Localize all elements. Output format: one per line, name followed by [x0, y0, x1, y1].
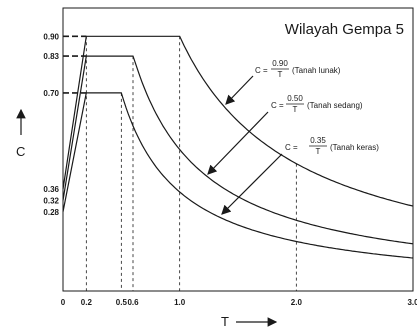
chart-title: Wilayah Gempa 5	[285, 21, 404, 38]
series-line-tanah-lunak	[62, 35, 414, 207]
x-axis-label: T	[221, 314, 278, 329]
annotation-numerator: 0.50	[287, 94, 303, 103]
y-tick-label: 0.70	[43, 89, 59, 98]
x-tick-label: 0.2	[81, 298, 93, 307]
y-axis-name: C	[16, 144, 25, 159]
x-tick-label: 1.0	[174, 298, 186, 307]
annotation-soil: (Tanah lunak)	[292, 66, 341, 75]
annotation-soil: (Tanah keras)	[330, 143, 379, 152]
y-tick-label: 0.32	[43, 196, 59, 205]
y-tick-label: 0.36	[43, 185, 59, 194]
annotation-tanah-keras: C = 0.35 T (Tanah keras)	[221, 136, 379, 215]
x-tick-label: 0	[61, 298, 66, 307]
annotation-arrow	[221, 153, 283, 215]
annotation-numerator: 0.90	[272, 59, 288, 68]
x-tick-label: 0.5	[116, 298, 128, 307]
y-axis-label: C	[16, 108, 26, 159]
annotation-denominator: T	[293, 105, 298, 114]
x-axis-ticks: 0 0.2 0.5 0.6 1.0 2.0 3.0	[61, 298, 417, 307]
y-tick-label: 0.90	[43, 32, 59, 41]
spectrum-curves	[62, 35, 414, 259]
annotation-arrow	[225, 75, 254, 105]
x-tick-label: 0.6	[127, 298, 139, 307]
annotation-lhs: C =	[271, 101, 284, 110]
annotation-lhs: C =	[285, 143, 298, 152]
annotation-soil: (Tanah sedang)	[307, 101, 363, 110]
x-tick-label: 2.0	[291, 298, 303, 307]
y-tick-label: 0.28	[43, 208, 59, 217]
annotation-denominator: T	[278, 70, 283, 79]
series-line-tanah-keras	[62, 92, 414, 259]
y-tick-label: 0.83	[43, 52, 59, 61]
annotation-numerator: 0.35	[310, 136, 326, 145]
annotation-denominator: T	[316, 147, 321, 156]
x-tick-label: 3.0	[407, 298, 417, 307]
annotation-tanah-lunak: C = 0.90 T (Tanah lunak)	[225, 59, 341, 105]
y-axis-ticks: 0.28 0.32 0.36 0.70 0.83 0.90	[43, 32, 59, 216]
series-line-tanah-sedang	[62, 55, 414, 245]
x-axis-name: T	[221, 314, 229, 329]
guide-lines	[63, 35, 297, 291]
plot-frame	[62, 7, 414, 292]
annotation-lhs: C =	[255, 66, 268, 75]
annotation-tanah-sedang: C = 0.50 T (Tanah sedang)	[207, 94, 363, 175]
annotation-arrow	[207, 111, 269, 175]
